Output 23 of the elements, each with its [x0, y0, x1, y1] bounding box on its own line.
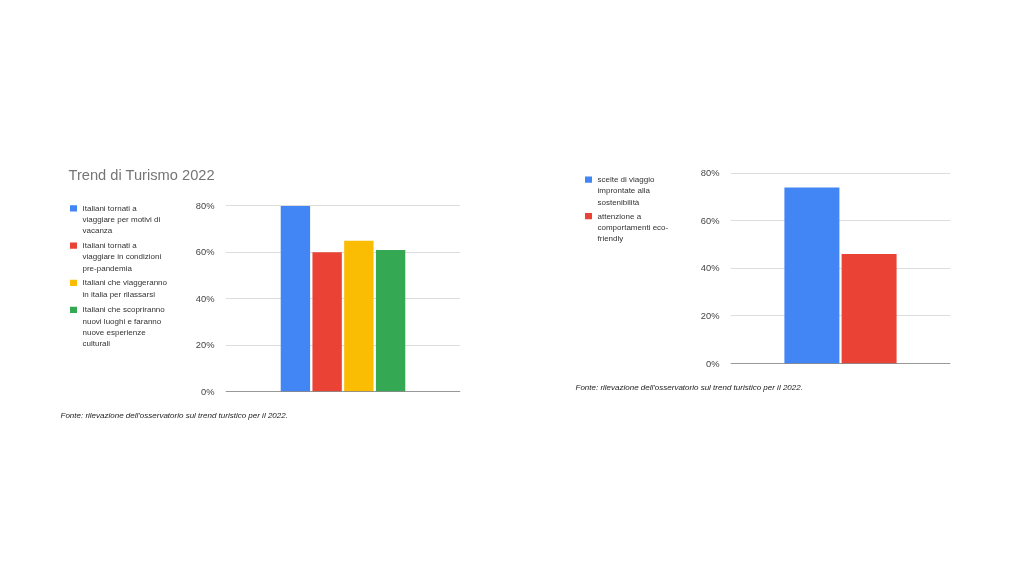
y-tick-label: 0%	[201, 386, 215, 397]
y-tick-label: 40%	[195, 293, 215, 304]
source-note: Fonte: rilevazione dell'osservatorio sul trend turistico per il 2022.	[60, 410, 288, 420]
y-tick-label: 20%	[195, 340, 215, 351]
bar	[312, 252, 342, 392]
bar	[280, 205, 311, 392]
y-tick-label: 20%	[700, 310, 720, 321]
bar	[375, 250, 406, 392]
y-tick-label: 80%	[195, 200, 215, 211]
y-tick-label: 60%	[195, 247, 215, 258]
legend-label: Italiani tornati a viaggiare in condizioni pre-pandemia	[82, 241, 162, 273]
y-tick-label: 80%	[700, 168, 720, 179]
legend-label: scelte di viaggio improntate alla sostenibilità	[597, 175, 655, 207]
source-note: Fonte: rilevazione dell'osservatorio sul trend turistico per il 2022.	[575, 382, 803, 392]
chart-title: Trend di Turismo 2022	[68, 166, 215, 183]
legend-label: Italiani tornati a viaggiare per motivi di vacanza	[82, 203, 161, 236]
bar	[344, 240, 374, 392]
legend-label: attenzione a comportamenti eco-friendly	[597, 211, 669, 244]
y-tick-label: 60%	[700, 215, 720, 226]
y-tick-label: 40%	[700, 263, 720, 274]
legend-label: Italiani che viaggeranno in italia per rilassarsi	[82, 278, 168, 299]
legend-label: Italiani che scopriranno nuovi luoghi e faranno nuove esperienze culturali	[82, 305, 166, 349]
y-tick-label: 0%	[706, 358, 720, 369]
